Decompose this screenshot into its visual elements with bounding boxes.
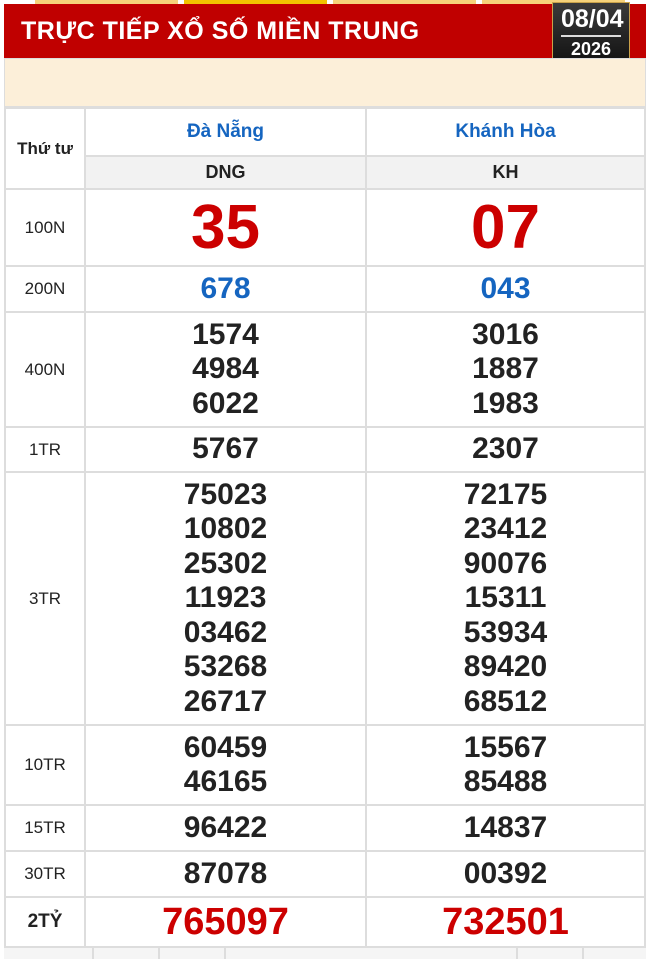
prize-cell: 732501 — [365, 896, 646, 948]
prize-cell: 96422 — [84, 804, 367, 852]
prize-number: 90076 — [463, 546, 548, 580]
prize-label: 1TR — [4, 426, 86, 473]
tab[interactable] — [35, 0, 178, 4]
prize-row: 1TR 5767 2307 — [4, 426, 646, 473]
prize-number: 75023 — [183, 477, 268, 511]
prize-number: 68512 — [463, 684, 548, 718]
prize-label: 15TR — [4, 804, 86, 852]
prize-label: 400N — [4, 311, 86, 428]
prize-number: 03462 — [183, 615, 268, 649]
prize-number: 765097 — [162, 900, 289, 943]
tab[interactable] — [333, 0, 476, 4]
prize-row: 30TR 87078 00392 — [4, 850, 646, 898]
prize-number: 15311 — [464, 581, 547, 615]
info-area — [4, 58, 646, 107]
prize-number: 14837 — [463, 810, 548, 844]
prize-number: 1887 — [472, 352, 539, 386]
prize-cell: 87078 — [84, 850, 367, 898]
prize-row: 2TỶ 765097 732501 — [4, 896, 646, 948]
results-table: Thứ tư Đà Nẵng Khánh Hòa DNG KH 100N 35 07… — [4, 107, 646, 948]
date-day-month: 08/04 — [561, 3, 624, 37]
prize-number: 11923 — [184, 581, 267, 615]
prize-cell: 1574 4984 6022 — [84, 311, 367, 428]
prize-cell: 60459 46165 — [84, 724, 367, 806]
prize-number: 26717 — [183, 684, 268, 718]
prize-number: 25302 — [183, 546, 268, 580]
prize-cell: 75023 10802 25302 11923 03462 53268 26717 — [84, 471, 367, 726]
prize-cell: 5767 — [84, 426, 367, 473]
prize-cell: 35 — [84, 188, 367, 267]
prize-row: 3TR 75023 10802 25302 11923 03462 53268 26717 72… — [4, 471, 646, 726]
prize-number: 23412 — [463, 512, 548, 546]
prize-cell: 14837 — [365, 804, 646, 852]
prize-number: 35 — [191, 193, 260, 262]
tab-active[interactable] — [184, 0, 327, 4]
prize-number: 87078 — [183, 856, 268, 890]
prize-cell: 678 — [84, 265, 367, 313]
prize-cell: 72175 23412 90076 15311 53934 89420 68512 — [365, 471, 646, 726]
prize-cell: 00392 — [365, 850, 646, 898]
prize-row: 100N 35 07 — [4, 188, 646, 267]
prize-number: 1983 — [472, 386, 539, 420]
prize-cell: 15567 85488 — [365, 724, 646, 806]
footer-row — [4, 946, 646, 959]
prize-number: 85488 — [463, 765, 548, 798]
prize-cell: 3016 1887 1983 — [365, 311, 646, 428]
prize-cell: 765097 — [84, 896, 367, 948]
province-code: KH — [365, 155, 646, 190]
prize-number: 07 — [471, 193, 540, 262]
prize-number: 00392 — [463, 856, 548, 890]
prize-row: 400N 1574 4984 6022 3016 1887 1983 — [4, 311, 646, 428]
prize-label: 3TR — [4, 471, 86, 726]
prize-label: 200N — [4, 265, 86, 313]
prize-label: 2TỶ — [4, 896, 86, 948]
prize-row: 200N 678 043 — [4, 265, 646, 313]
prize-cell: 07 — [365, 188, 646, 267]
prize-row: 15TR 96422 14837 — [4, 804, 646, 852]
prize-label: 30TR — [4, 850, 86, 898]
prize-number: 60459 — [183, 730, 268, 764]
prize-number: 732501 — [442, 900, 569, 943]
prize-number: 678 — [200, 271, 251, 305]
prize-number: 10802 — [183, 512, 268, 546]
prize-number: 4984 — [192, 352, 259, 386]
prize-number: 3016 — [472, 317, 539, 351]
prize-number: 89420 — [463, 650, 548, 684]
prize-number: 53268 — [183, 650, 268, 684]
prize-label: 100N — [4, 188, 86, 267]
prize-number: 72175 — [463, 477, 548, 511]
province-code: DNG — [84, 155, 367, 190]
page-title: TRỰC TIẾP XỔ SỐ MIỀN TRUNG — [4, 4, 646, 58]
province-link-danang[interactable]: Đà Nẵng — [84, 107, 367, 157]
date-year: 2026 — [570, 39, 612, 59]
prize-number: 96422 — [183, 810, 268, 844]
prize-number: 6022 — [192, 386, 259, 420]
prize-number: 46165 — [183, 765, 268, 798]
prize-number: 2307 — [472, 432, 539, 466]
prize-cell: 2307 — [365, 426, 646, 473]
prize-number: 1574 — [192, 317, 259, 351]
prize-number: 043 — [480, 271, 531, 305]
prize-row: 10TR 60459 46165 15567 85488 — [4, 724, 646, 806]
province-link-khanhhoa[interactable]: Khánh Hòa — [365, 107, 646, 157]
prize-cell: 043 — [365, 265, 646, 313]
prize-number: 5767 — [192, 432, 259, 466]
date-badge: 08/04 2026 — [552, 2, 630, 66]
prize-number: 15567 — [463, 730, 548, 764]
day-label: Thứ tư — [4, 107, 86, 190]
prize-label: 10TR — [4, 724, 86, 806]
prize-number: 53934 — [463, 615, 548, 649]
